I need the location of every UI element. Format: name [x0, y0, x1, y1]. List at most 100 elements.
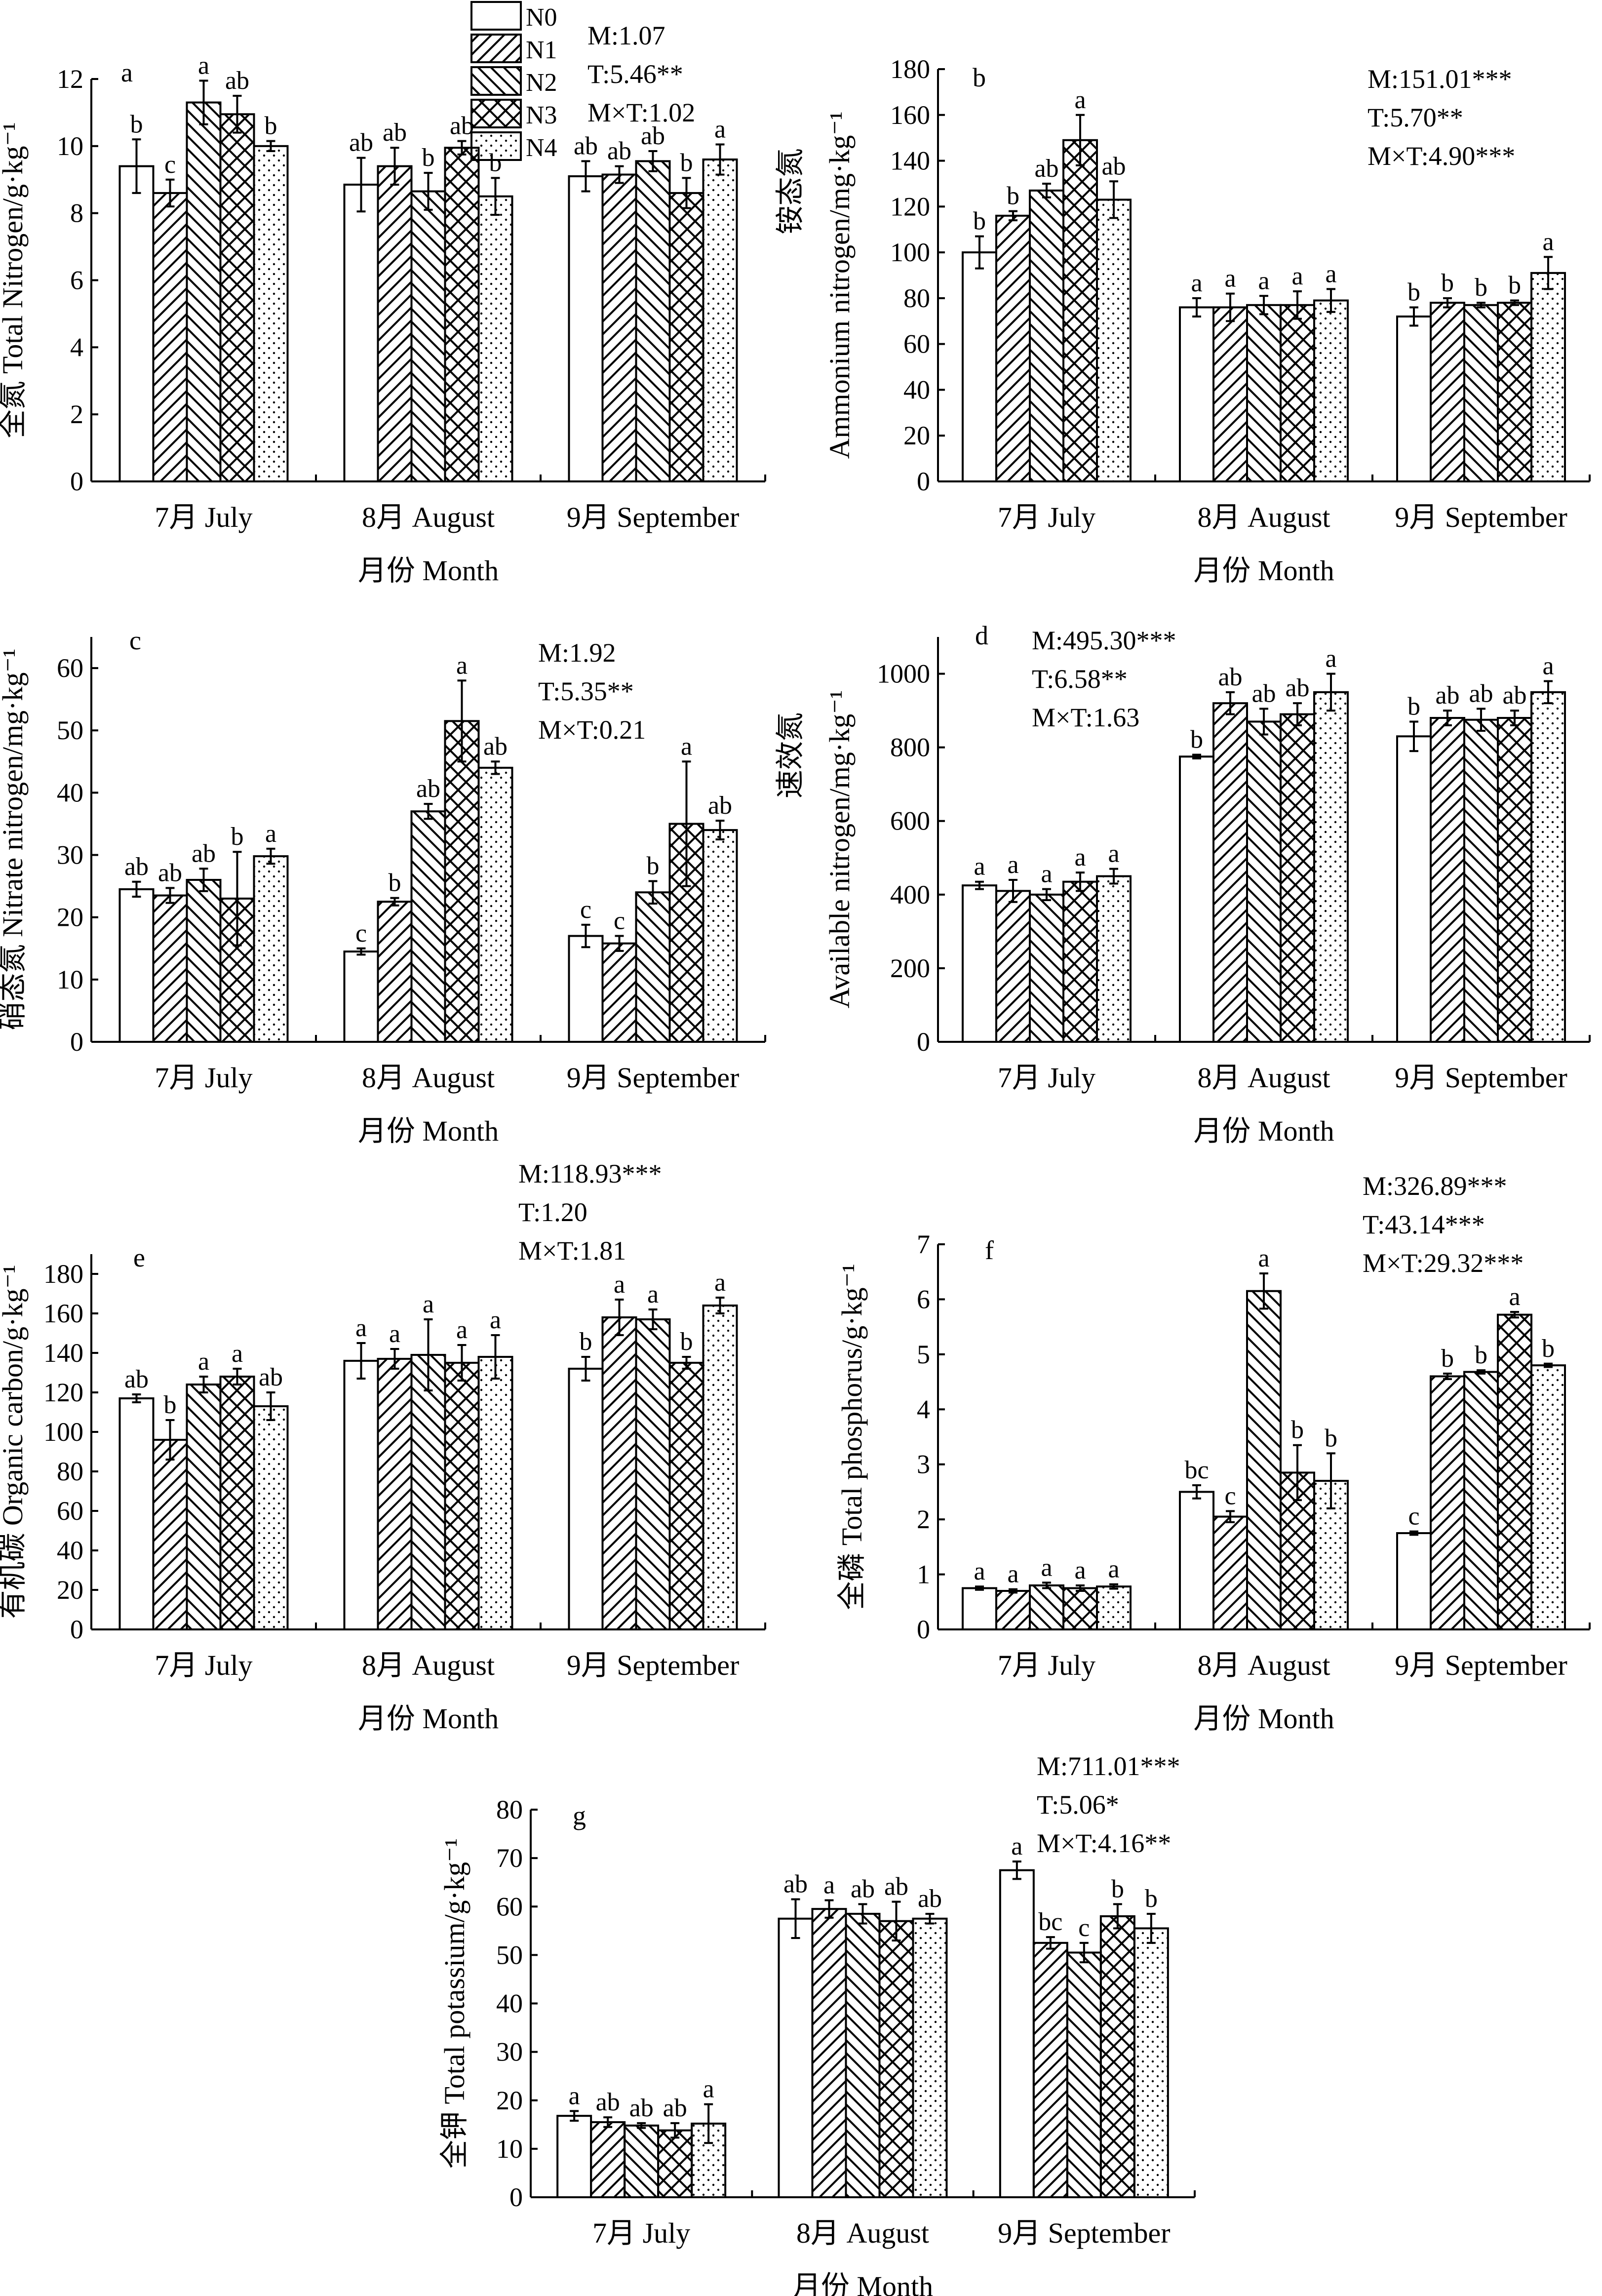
bar-c-N2-1: [410, 810, 446, 1043]
bar-g-N0-1: [778, 1917, 814, 2198]
significance-letter: b: [130, 110, 143, 138]
bar-e-N2-2: [635, 1318, 671, 1630]
significance-letter: a: [1191, 269, 1202, 297]
significance-letter: a: [1291, 262, 1303, 290]
significance-letter: a: [974, 1557, 985, 1585]
bar-b-N4-2: [1530, 272, 1566, 482]
significance-letter: c: [1408, 1503, 1419, 1531]
x-tick-label: 8月 August: [1197, 501, 1330, 533]
significance-letter: b: [1441, 1345, 1454, 1373]
significance-letter: b: [1542, 1335, 1555, 1363]
stats-annotation: M:1.92: [538, 638, 616, 668]
significance-letter: b: [164, 1391, 177, 1419]
legend-swatch-N3: [470, 99, 522, 128]
significance-letter: bc: [1184, 1456, 1209, 1484]
significance-letter: a: [1074, 86, 1086, 114]
significance-letter: a: [198, 51, 209, 79]
y-tick-label: 4: [70, 332, 83, 362]
significance-letter: b: [1325, 1424, 1337, 1452]
x-tick-label: 8月 August: [1197, 1062, 1330, 1094]
y-axis-title: Ammonium nitrogen/mg·kg⁻¹: [823, 112, 856, 459]
bar-f-N4-0: [1096, 1585, 1132, 1630]
bar-b-N3-2: [1497, 302, 1532, 483]
bar-a-N4-2: [702, 158, 738, 482]
significance-letter: ab: [708, 792, 732, 820]
bar-f-N1-1: [1212, 1515, 1248, 1631]
significance-letter: a: [1108, 840, 1119, 868]
y-tick-label: 100: [890, 238, 930, 267]
significance-letter: b: [231, 823, 244, 851]
significance-letter: ab: [629, 2094, 654, 2122]
significance-letter: b: [1508, 272, 1521, 300]
x-tick-label: 9月 September: [1395, 1062, 1567, 1094]
bar-a-N0-1: [343, 183, 379, 482]
bar-d-N2-0: [1029, 893, 1064, 1043]
significance-letter: b: [389, 869, 401, 897]
x-tick-label: 7月 July: [998, 501, 1095, 533]
significance-letter: ab: [259, 1363, 283, 1391]
y-tick-label: 60: [57, 653, 83, 683]
significance-letter: a: [1007, 851, 1018, 879]
significance-letter: b: [1407, 692, 1420, 720]
panel-letter: a: [121, 58, 133, 87]
legend-swatch-N4: [470, 131, 522, 161]
bar-e-N3-2: [668, 1362, 704, 1630]
y-tick-label: 10: [496, 2134, 523, 2164]
significance-letter: a: [1542, 652, 1554, 680]
y-tick-label: 30: [496, 2037, 523, 2067]
bar-d-N4-1: [1313, 691, 1349, 1043]
bar-d-N3-1: [1280, 713, 1315, 1043]
bar-e-N2-0: [186, 1384, 222, 1630]
y-tick-label: 60: [903, 329, 930, 359]
legend-label-N3: N3: [526, 101, 557, 129]
bar-b-N2-1: [1246, 304, 1282, 482]
bar-b-N4-1: [1313, 299, 1349, 482]
y-tick-label: 10: [57, 131, 83, 161]
bar-g-N4-2: [1133, 1927, 1169, 2198]
bar-g-N3-1: [878, 1920, 914, 2198]
x-tick-label: 7月 July: [998, 1062, 1095, 1094]
x-axis-title: 月份 Month: [792, 2270, 933, 2296]
bar-g-N1-2: [1032, 1941, 1068, 2198]
significance-letter: a: [647, 1280, 659, 1308]
bar-b-N1-1: [1212, 306, 1248, 482]
panel-letter: e: [133, 1243, 145, 1272]
significance-letter: a: [1325, 645, 1336, 673]
significance-letter: b: [580, 1328, 592, 1356]
y-axis-title: Available nitrogen/mg·kg⁻¹: [823, 690, 856, 1009]
significance-letter: c: [355, 919, 367, 948]
stats-annotation: M×T:1.02: [587, 98, 695, 127]
bar-b-N2-0: [1029, 189, 1064, 483]
y-tick-label: 40: [903, 375, 930, 404]
stats-annotation: M×T:1.63: [1032, 703, 1139, 732]
y-tick-label: 0: [917, 467, 930, 496]
significance-letter: b: [1007, 182, 1019, 210]
bar-e-N3-1: [444, 1362, 480, 1630]
bar-c-N3-2: [668, 823, 704, 1043]
significance-letter: b: [1145, 1885, 1158, 1913]
bar-f-N2-1: [1246, 1290, 1282, 1631]
significance-letter: ab: [884, 1872, 908, 1900]
y-tick-label: 2: [70, 399, 83, 429]
y-tick-label: 200: [890, 953, 930, 983]
bar-c-N4-0: [253, 855, 289, 1043]
significance-letter: ab: [225, 67, 249, 95]
significance-letter: b: [1475, 1341, 1487, 1369]
significance-letter: ab: [124, 1365, 149, 1393]
bar-c-N1-2: [601, 942, 637, 1043]
x-axis-title: 月份 Month: [1193, 1702, 1334, 1735]
x-tick-label: 7月 July: [998, 1649, 1095, 1681]
stats-annotation: T:5.70**: [1368, 103, 1463, 132]
bar-c-N4-2: [702, 829, 738, 1043]
y-tick-label: 160: [890, 100, 930, 130]
stats-annotation: M×T:4.90***: [1368, 141, 1515, 171]
x-axis-title: 月份 Month: [358, 1115, 499, 1147]
significance-letter: a: [198, 1347, 209, 1376]
significance-letter: a: [703, 2075, 714, 2103]
legend-label-N2: N2: [526, 69, 557, 97]
y-tick-label: 6: [70, 266, 83, 295]
stats-annotation: M:495.30***: [1032, 626, 1176, 655]
y-axis-title-cn: 速效氮: [774, 713, 806, 798]
significance-letter: a: [569, 2082, 580, 2110]
